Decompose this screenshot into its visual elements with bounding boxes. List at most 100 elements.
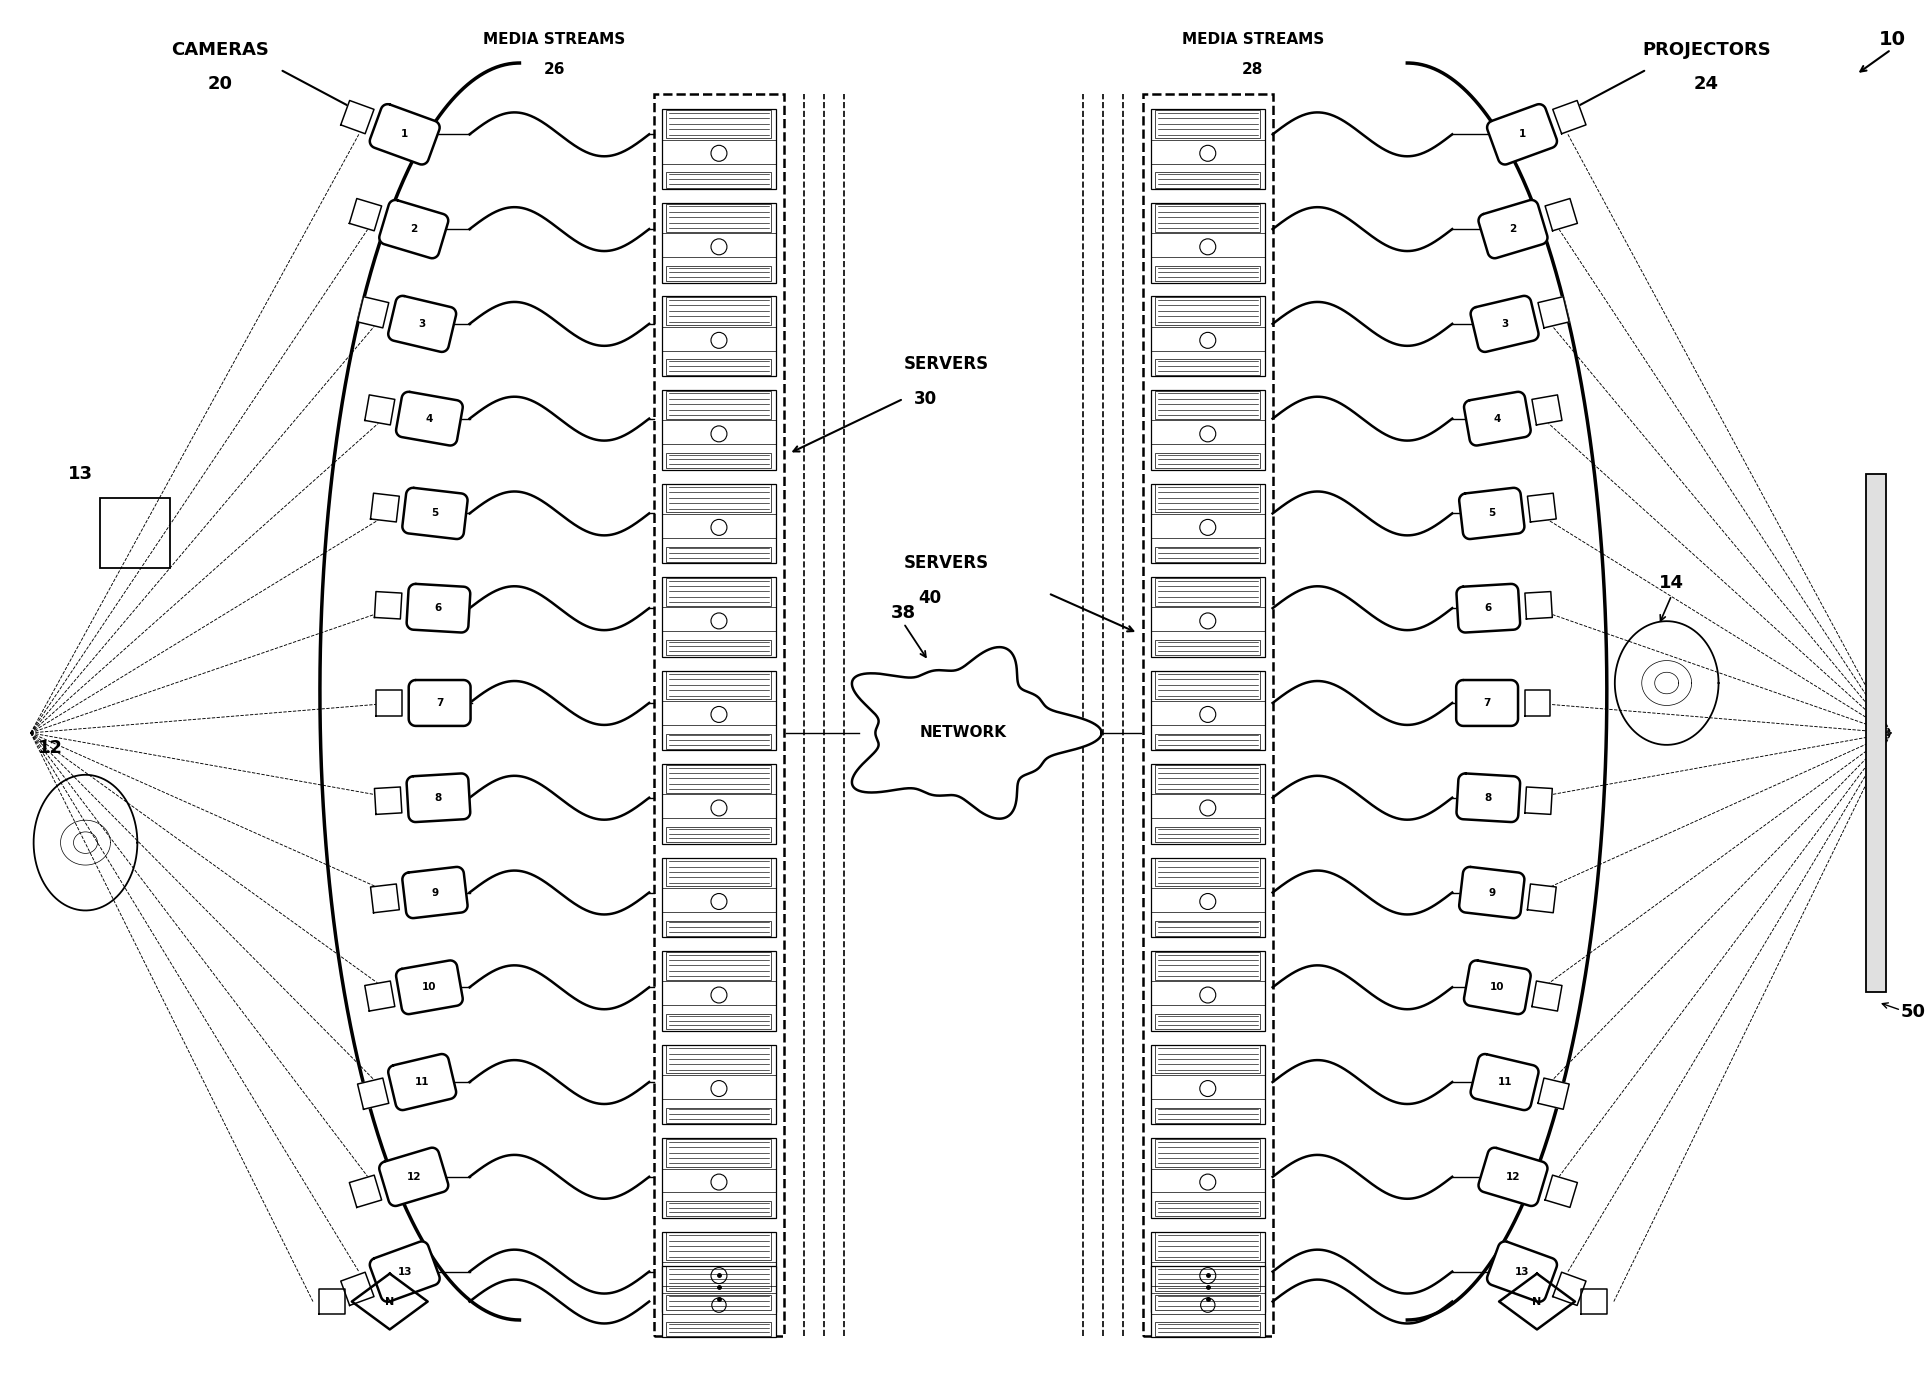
Text: 8: 8 — [1484, 792, 1491, 802]
Text: 6: 6 — [436, 603, 441, 613]
Text: 14: 14 — [1659, 574, 1684, 592]
Bar — [661, 203, 777, 282]
Text: 13: 13 — [397, 1267, 412, 1277]
Bar — [1156, 1202, 1260, 1217]
Polygon shape — [1488, 1242, 1557, 1301]
Bar — [667, 297, 771, 325]
Bar — [661, 1138, 777, 1218]
Text: 26: 26 — [543, 62, 565, 77]
Polygon shape — [1478, 1148, 1547, 1206]
Polygon shape — [1488, 104, 1557, 165]
Polygon shape — [1478, 201, 1547, 259]
Polygon shape — [1459, 867, 1524, 918]
Bar — [667, 1232, 771, 1260]
Bar — [661, 952, 777, 1030]
Bar — [1156, 1140, 1260, 1167]
Bar — [667, 952, 771, 979]
Text: 50: 50 — [1902, 1003, 1927, 1021]
Bar — [1156, 671, 1260, 700]
Polygon shape — [1538, 1079, 1569, 1109]
Text: MEDIA STREAMS: MEDIA STREAMS — [1181, 32, 1324, 47]
Text: 9: 9 — [1488, 888, 1495, 898]
Polygon shape — [1532, 396, 1563, 425]
Bar — [1150, 671, 1264, 751]
Bar — [1156, 952, 1260, 979]
Text: 13: 13 — [1515, 1267, 1530, 1277]
Bar — [667, 765, 771, 792]
Bar — [1156, 391, 1260, 419]
Text: 9: 9 — [432, 888, 439, 898]
Polygon shape — [1528, 884, 1557, 913]
Bar — [661, 1232, 777, 1311]
Polygon shape — [353, 1274, 428, 1329]
Bar — [667, 111, 771, 138]
Bar — [667, 1267, 771, 1292]
Polygon shape — [358, 297, 389, 328]
Bar — [1150, 109, 1264, 189]
Bar — [1150, 1265, 1264, 1337]
Polygon shape — [1457, 584, 1520, 632]
Polygon shape — [407, 584, 470, 632]
Bar — [1156, 454, 1260, 469]
Polygon shape — [374, 787, 403, 815]
Bar — [1150, 857, 1264, 938]
Text: 13: 13 — [67, 465, 92, 483]
Bar — [667, 921, 771, 936]
Bar — [667, 1108, 771, 1123]
Bar — [667, 859, 771, 887]
Bar — [667, 360, 771, 375]
Bar — [1150, 203, 1264, 282]
Bar — [653, 94, 784, 1336]
Bar — [667, 671, 771, 700]
Bar — [667, 546, 771, 561]
Bar — [667, 1322, 771, 1336]
Polygon shape — [397, 960, 462, 1014]
Bar — [661, 296, 777, 376]
Bar — [661, 857, 777, 938]
Bar — [1150, 763, 1264, 844]
Polygon shape — [341, 101, 374, 134]
Bar — [1156, 827, 1260, 842]
Bar — [667, 454, 771, 469]
Bar — [1156, 1046, 1260, 1073]
Text: 1: 1 — [401, 130, 409, 140]
Text: 38: 38 — [890, 604, 915, 622]
Text: 2: 2 — [410, 224, 418, 234]
Bar — [1156, 1108, 1260, 1123]
Polygon shape — [1524, 787, 1553, 815]
Bar — [661, 671, 777, 751]
Bar — [667, 827, 771, 842]
Polygon shape — [852, 647, 1102, 819]
Polygon shape — [1457, 680, 1518, 726]
Polygon shape — [409, 680, 470, 726]
Bar — [667, 1294, 771, 1310]
Text: 10: 10 — [1490, 982, 1505, 992]
Bar — [667, 578, 771, 606]
Polygon shape — [1470, 1054, 1538, 1111]
Bar — [667, 1140, 771, 1167]
Bar — [1156, 111, 1260, 138]
Text: 10: 10 — [422, 982, 437, 992]
Polygon shape — [374, 592, 403, 620]
Polygon shape — [1538, 297, 1569, 328]
Bar — [1865, 473, 1887, 992]
Bar — [1156, 578, 1260, 606]
Polygon shape — [1553, 1272, 1586, 1306]
Bar — [1143, 94, 1272, 1336]
Text: 7: 7 — [1484, 698, 1491, 708]
Bar — [1150, 390, 1264, 470]
Polygon shape — [1524, 592, 1553, 620]
Text: SERVERS: SERVERS — [904, 555, 989, 573]
Polygon shape — [376, 690, 403, 716]
Polygon shape — [320, 1289, 345, 1314]
Polygon shape — [370, 494, 399, 521]
Text: 5: 5 — [432, 509, 439, 519]
Bar — [1156, 733, 1260, 748]
Bar — [661, 1265, 777, 1337]
Bar — [1156, 1267, 1260, 1292]
Bar — [1156, 640, 1260, 656]
Text: 3: 3 — [1501, 319, 1509, 329]
Bar — [1156, 1294, 1260, 1310]
Bar — [667, 1202, 771, 1217]
Bar — [1156, 921, 1260, 936]
